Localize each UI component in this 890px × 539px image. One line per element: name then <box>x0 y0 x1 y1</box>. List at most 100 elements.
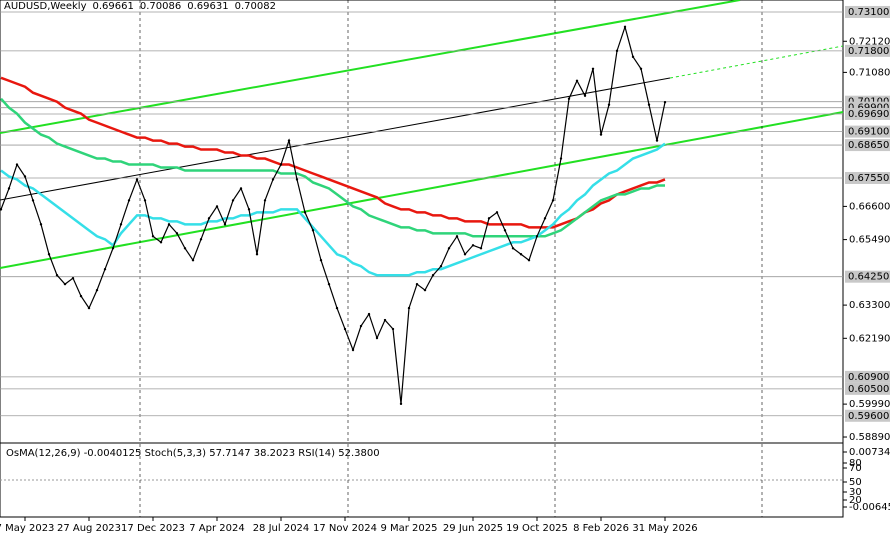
level-label-box <box>845 139 890 152</box>
close-point <box>511 247 515 250</box>
chart-title: AUDUSD,Weekly 0.69661 0.70086 0.69631 0.7008… <box>4 1 276 12</box>
indicator-tick-label: 0.007340 <box>849 447 890 458</box>
close-point <box>31 199 35 202</box>
close-point <box>591 67 595 70</box>
close-point <box>287 139 291 142</box>
indicator-tick-label: 30 <box>849 487 862 498</box>
close-point <box>439 265 443 268</box>
close-point <box>199 238 203 241</box>
close-point <box>639 67 643 70</box>
close-point <box>55 273 59 277</box>
y-tick-label: 0.65490 <box>849 235 890 246</box>
level-label-box <box>845 44 890 57</box>
ohlc-value: 0.70082 <box>235 1 276 12</box>
level-label: 0.59600 <box>848 411 889 422</box>
close-point <box>623 25 627 29</box>
x-tick-label: 28 Jul 2024 <box>253 523 310 534</box>
close-point <box>375 336 379 340</box>
close-point <box>159 241 163 244</box>
close-point <box>303 211 307 214</box>
x-tick-label: 7 Apr 2024 <box>189 523 244 534</box>
price-line <box>0 142 666 277</box>
close-point <box>607 103 611 106</box>
level-label: 0.60500 <box>848 384 889 395</box>
level-label: 0.67550 <box>848 173 889 184</box>
price-line <box>0 97 665 238</box>
close-point <box>535 235 539 238</box>
close-point <box>175 232 179 235</box>
close-point <box>631 55 635 59</box>
close-point <box>463 253 467 256</box>
x-tick-label: 17 Nov 2024 <box>313 523 377 534</box>
close-point <box>247 208 251 211</box>
y-tick-label: 0.62190 <box>849 333 890 344</box>
close-point <box>7 187 11 190</box>
level-label-box <box>845 107 890 120</box>
close-point <box>167 223 171 226</box>
ohlc-value: 0.69631 <box>187 1 228 12</box>
x-tick-label: 8 Feb 2026 <box>573 523 629 534</box>
indicator-tick-label: 70 <box>849 463 862 474</box>
close-point <box>383 318 387 322</box>
close-point <box>39 223 43 226</box>
close-point <box>527 259 531 262</box>
close-point <box>239 187 243 190</box>
symbol: AUDUSD,Weekly <box>4 1 87 12</box>
close-point <box>663 101 667 104</box>
close-point <box>335 306 339 310</box>
plot-frame <box>0 0 844 518</box>
close-point <box>495 211 499 214</box>
x-tick-label: 7 May 2023 <box>0 523 54 534</box>
trend-line <box>0 0 741 134</box>
close-point <box>0 208 3 211</box>
close-point <box>95 288 99 292</box>
ohlc-value: 0.70086 <box>140 1 181 12</box>
close-point <box>319 259 323 262</box>
close-point <box>519 253 523 256</box>
x-tick-label: 17 Dec 2023 <box>121 523 185 534</box>
level-label-box <box>845 382 890 395</box>
close-point <box>343 327 347 331</box>
close-point <box>279 163 283 166</box>
level-label-box <box>845 409 890 422</box>
close-point <box>559 157 563 160</box>
close-point <box>359 324 363 328</box>
close-point <box>615 49 619 53</box>
close-point <box>295 178 299 181</box>
close-point <box>263 199 267 202</box>
close-point <box>575 79 579 82</box>
trend-line <box>0 111 844 269</box>
close-point <box>231 199 235 202</box>
close-point <box>471 244 475 247</box>
close-point <box>647 103 651 106</box>
close-point <box>47 253 51 256</box>
y-tick-label: 0.63300 <box>849 300 890 311</box>
close-point <box>487 217 491 220</box>
indicator-tick-label: 50 <box>849 477 862 488</box>
close-point <box>423 288 427 292</box>
level-label-box <box>845 270 890 283</box>
level-label: 0.64250 <box>848 272 889 283</box>
close-point <box>311 229 315 232</box>
close-point <box>407 306 411 310</box>
x-tick-label: 31 May 2026 <box>632 523 697 534</box>
price-line <box>0 76 666 229</box>
indicator-title: OsMA(12,26,9) -0.0040125 Stoch(5,3,3) 57… <box>6 448 380 459</box>
level-label-box <box>845 125 890 138</box>
close-point <box>183 247 187 250</box>
close-point <box>551 199 555 202</box>
indicator-tick-label: -0.006457 <box>849 502 890 513</box>
close-point <box>207 217 211 220</box>
y-tick-label: 0.72120 <box>849 36 890 47</box>
close-point <box>151 235 155 238</box>
close-point <box>567 97 571 100</box>
close-point <box>271 178 275 181</box>
x-tick-label: 29 Jun 2025 <box>443 523 503 534</box>
close-point <box>447 247 451 250</box>
indicator-tick-label: 20 <box>849 495 862 506</box>
y-tick-label: 0.66600 <box>849 201 890 212</box>
close-point <box>367 312 371 316</box>
close-point <box>63 282 67 286</box>
close-point <box>255 253 259 256</box>
